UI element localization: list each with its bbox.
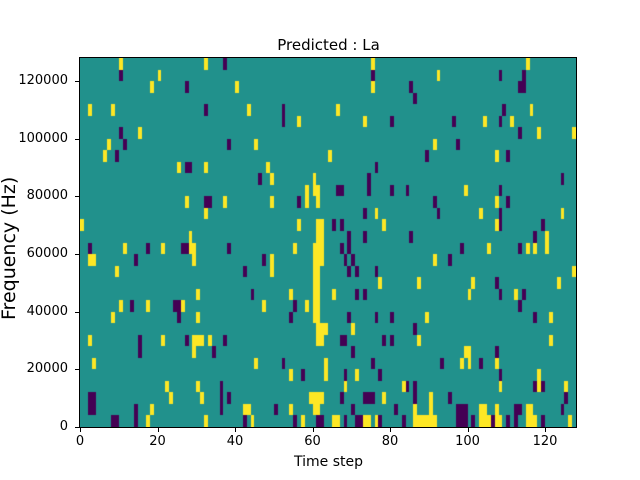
y-tick-mark xyxy=(75,138,79,140)
y-tick-label: 100000 xyxy=(18,130,68,146)
x-tick-mark xyxy=(157,428,159,432)
y-tick-label: 80000 xyxy=(26,188,68,204)
x-tick-label: 60 xyxy=(304,434,321,449)
x-tick-mark xyxy=(467,428,469,432)
y-tick-mark xyxy=(75,369,79,371)
plot-title: Predicted : La xyxy=(277,36,380,54)
y-tick-label: 120000 xyxy=(18,73,68,89)
y-tick-mark xyxy=(75,254,79,256)
y-tick-label: 40000 xyxy=(26,303,68,319)
x-tick-label: 120 xyxy=(532,434,558,449)
y-tick-label: 0 xyxy=(59,419,68,434)
y-tick-mark xyxy=(75,196,79,198)
x-tick-mark xyxy=(390,428,391,432)
y-tick-label: 20000 xyxy=(26,361,68,377)
x-tick-label: 20 xyxy=(149,434,166,449)
x-tick-mark xyxy=(312,428,314,432)
x-tick-label: 40 xyxy=(226,434,244,449)
y-tick-mark xyxy=(75,81,79,83)
x-tick-label: 0 xyxy=(75,434,85,449)
x-tick-label: 100 xyxy=(455,434,480,449)
plot-area xyxy=(79,57,577,428)
heatmap-canvas xyxy=(80,58,576,427)
y-tick-mark xyxy=(75,311,79,313)
x-tick-mark xyxy=(80,428,81,432)
y-tick-mark xyxy=(75,427,79,428)
x-tick-mark xyxy=(545,428,546,432)
x-tick-label: 80 xyxy=(381,434,399,449)
y-tick-label: 60000 xyxy=(26,246,68,262)
x-axis-label: Time step xyxy=(294,454,363,470)
x-tick-mark xyxy=(235,428,236,432)
